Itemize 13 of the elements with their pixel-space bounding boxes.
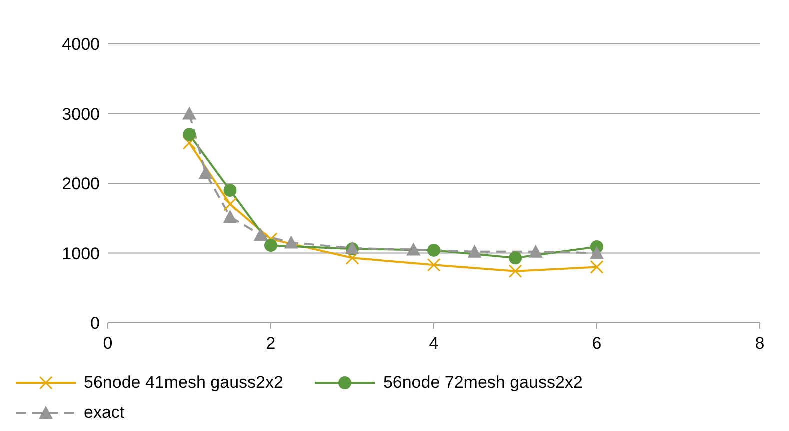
y-tick-label: 4000: [62, 35, 100, 54]
x-tick-label: 2: [266, 334, 276, 354]
legend-label: 56node 72mesh gauss2x2: [383, 373, 583, 393]
y-tick-label: 1000: [62, 244, 100, 264]
legend-label: exact: [84, 403, 125, 423]
x-tick-label: 0: [103, 334, 113, 354]
x-tick-label: 8: [755, 334, 765, 354]
y-tick-label: 0: [90, 314, 100, 334]
x-tick-label: 4: [429, 334, 439, 354]
x-tick-label: 6: [592, 334, 602, 354]
y-tick-label: 3000: [62, 104, 100, 124]
y-tick-label: 2000: [62, 174, 100, 194]
legend-label: 56node 41mesh gauss2x2: [84, 373, 284, 393]
